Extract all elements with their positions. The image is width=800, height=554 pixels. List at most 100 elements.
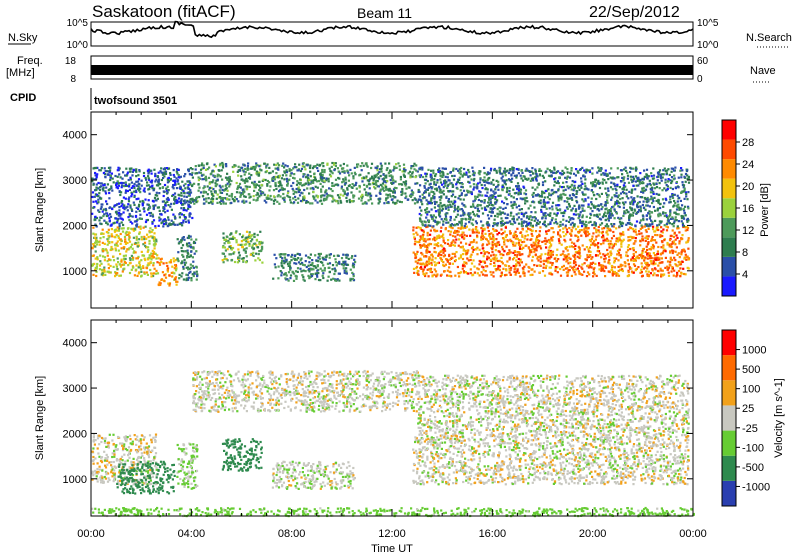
data-cell <box>513 232 516 235</box>
data-cell <box>145 267 149 270</box>
data-cell <box>655 192 658 196</box>
data-cell <box>597 169 601 172</box>
data-cell <box>666 185 669 188</box>
data-cell <box>424 224 427 227</box>
data-cell <box>312 197 316 200</box>
data-cell <box>669 198 672 201</box>
data-cell <box>468 243 471 246</box>
data-cell <box>274 181 277 185</box>
data-cell <box>465 171 468 174</box>
data-cell <box>569 265 572 268</box>
data-cell <box>235 241 238 244</box>
data-cell <box>645 174 649 177</box>
data-cell <box>137 266 140 269</box>
data-cell <box>316 201 319 204</box>
data-cell <box>423 273 426 276</box>
data-cell <box>201 178 204 181</box>
data-cell <box>619 263 622 266</box>
data-cell <box>305 200 308 203</box>
data-cell <box>309 187 312 190</box>
data-cell <box>254 242 257 245</box>
data-cell <box>438 167 441 170</box>
data-cell <box>367 192 370 195</box>
data-cell <box>588 170 592 174</box>
data-cell <box>287 271 291 274</box>
data-cell <box>520 224 523 227</box>
data-cell <box>683 250 686 253</box>
data-cell <box>321 168 324 172</box>
data-cell <box>476 213 479 216</box>
data-cell <box>280 261 283 265</box>
data-cell <box>352 199 355 203</box>
data-cell <box>520 244 523 247</box>
data-cell <box>535 249 538 252</box>
data-cell <box>288 167 291 171</box>
data-cell <box>375 179 378 183</box>
data-cell <box>549 221 552 224</box>
data-cell <box>646 252 649 255</box>
data-cell <box>152 256 155 259</box>
data-cell <box>658 258 661 261</box>
data-cell <box>426 225 429 228</box>
data-cell <box>560 186 563 189</box>
data-cell <box>595 228 598 231</box>
data-cell <box>145 246 148 249</box>
data-cell <box>601 181 604 184</box>
data-cell <box>453 210 456 213</box>
data-cell <box>333 163 336 166</box>
data-cell <box>255 239 259 242</box>
data-cell <box>559 267 562 271</box>
data-cell <box>428 238 431 241</box>
data-cell <box>622 206 625 209</box>
data-cell <box>241 236 244 239</box>
data-cell <box>438 211 441 215</box>
data-cell <box>226 248 229 251</box>
data-cell <box>453 206 456 209</box>
data-cell <box>515 176 518 179</box>
data-cell <box>379 162 382 165</box>
data-cell <box>302 269 305 272</box>
data-cell <box>124 242 127 245</box>
data-cell <box>101 241 104 244</box>
data-cell <box>226 177 230 180</box>
data-cell <box>147 262 150 265</box>
data-cell <box>433 195 436 198</box>
data-cell <box>303 279 306 282</box>
data-cell <box>653 258 657 261</box>
data-cell <box>399 175 402 179</box>
data-cell <box>122 254 125 257</box>
data-cell <box>502 186 506 189</box>
data-cell <box>433 273 436 276</box>
data-cell <box>597 242 600 245</box>
data-cell <box>235 230 238 233</box>
data-cell <box>475 222 478 225</box>
data-cell <box>628 221 632 225</box>
data-cell <box>510 168 513 171</box>
data-cell <box>321 173 324 176</box>
data-cell <box>418 190 421 193</box>
data-cell <box>334 183 337 186</box>
data-cell <box>673 199 676 203</box>
data-cell <box>279 182 282 185</box>
data-cell <box>178 277 181 280</box>
data-cell <box>352 194 355 197</box>
data-cell <box>608 227 611 230</box>
data-cell <box>298 253 301 256</box>
data-cell <box>193 271 196 274</box>
data-cell <box>488 198 491 201</box>
data-cell <box>563 235 566 238</box>
data-cell <box>346 164 349 167</box>
data-cell <box>632 254 636 257</box>
data-cell <box>598 213 601 216</box>
data-cell <box>420 220 423 223</box>
data-cell <box>326 279 329 282</box>
data-cell <box>666 180 669 183</box>
data-cell <box>153 242 157 245</box>
data-cell <box>454 195 457 199</box>
data-cell <box>601 265 604 268</box>
data-cell <box>148 231 151 234</box>
data-cell <box>508 169 511 172</box>
data-cell <box>187 236 190 240</box>
data-cell <box>422 239 425 242</box>
data-cell <box>585 187 588 190</box>
